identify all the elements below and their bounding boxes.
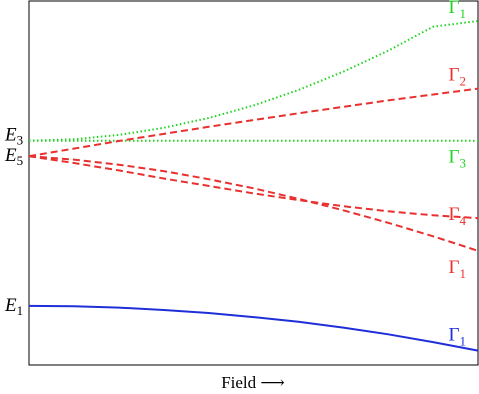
series-label-sub: 1 — [460, 266, 467, 281]
series-label-main: Γ — [449, 65, 460, 86]
level-label-sub: 5 — [17, 153, 24, 168]
series-label-main: Γ — [449, 204, 460, 225]
x-axis-label-text: Field — [221, 373, 256, 392]
series-label-6: Γ1 — [449, 325, 466, 349]
series-label-sub: 1 — [460, 334, 467, 349]
series-line-4 — [28, 155, 479, 220]
series-label-1: Γ1 — [449, 0, 466, 21]
level-label-sub: 3 — [17, 133, 24, 148]
series-label-main: Γ — [449, 325, 460, 346]
level-label-main: E — [4, 145, 17, 166]
level-label-main: E — [4, 295, 17, 316]
series-label-5: Γ1 — [449, 257, 466, 281]
series-label-2: Γ3 — [449, 147, 466, 171]
level-label-main: E — [4, 125, 17, 146]
series-layer — [28, 20, 479, 352]
x-axis-arrow: ⟶ — [260, 373, 284, 392]
plot-frame — [28, 0, 479, 366]
series-line-6 — [28, 304, 479, 352]
series-label-main: Γ — [449, 257, 460, 278]
series-label-sub: 2 — [460, 74, 467, 89]
level-label-3: E1 — [4, 295, 23, 318]
level-label-sub: 1 — [17, 303, 24, 318]
level-label-1: E3 — [4, 125, 23, 148]
series-line-3 — [28, 87, 479, 158]
series-label-4: Γ4 — [449, 204, 467, 228]
series-label-sub: 3 — [460, 156, 467, 171]
series-label-sub: 1 — [460, 6, 467, 21]
series-label-main: Γ — [449, 0, 460, 18]
series-line-5 — [28, 155, 479, 252]
series-label-sub: 4 — [460, 213, 467, 228]
level-label-2: E5 — [4, 145, 23, 168]
series-label-3: Γ2 — [449, 65, 466, 89]
series-line-1 — [28, 20, 479, 142]
series-label-main: Γ — [449, 147, 460, 168]
x-axis-label: Field ⟶ — [221, 373, 285, 392]
